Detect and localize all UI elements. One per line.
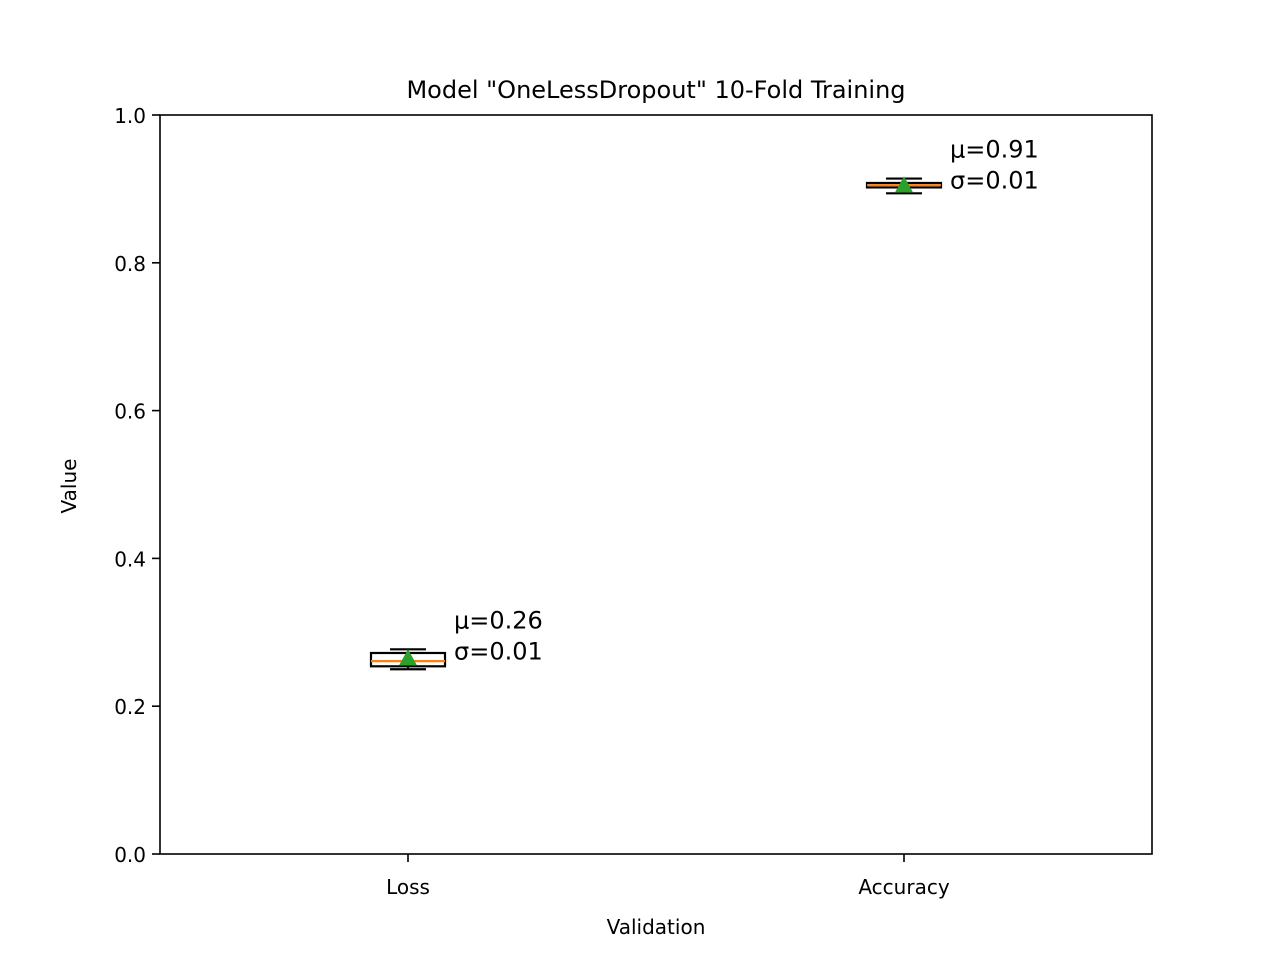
box-accuracy: μ=0.91 σ=0.01 [865,136,1039,195]
y-axis-label: Value [57,459,81,514]
y-tick-label: 0.4 [114,547,146,571]
box-annotation-line: μ=0.91 [950,136,1039,164]
box-loss: μ=0.26 σ=0.01 [369,606,543,671]
mean-marker [399,649,417,666]
x-tick-label: Loss [386,875,430,899]
y-tick-label: 0.0 [114,843,146,867]
box-annotation-line: μ=0.26 [454,606,543,634]
x-axis-label: Validation [607,915,706,939]
box-annotation-line: σ=0.01 [950,167,1039,195]
y-tick-label: 0.6 [114,400,146,424]
x-tick-label: Accuracy [858,875,949,899]
mean-marker [895,176,913,193]
y-tick-label: 1.0 [114,104,146,128]
plot-frame [159,114,1153,855]
y-tick-label: 0.8 [114,252,146,276]
x-axis: Loss Accuracy [386,854,950,899]
chart-title: Model "OneLessDropout" 10-Fold Training [406,76,905,104]
box-annotation-line: σ=0.01 [454,637,543,665]
y-tick-label: 0.2 [114,695,146,719]
y-axis: 0.0 0.2 0.4 0.6 0.8 1.0 [114,104,160,867]
plot-content: μ=0.26 σ=0.01 μ=0.91 σ=0.01 [369,136,1039,671]
